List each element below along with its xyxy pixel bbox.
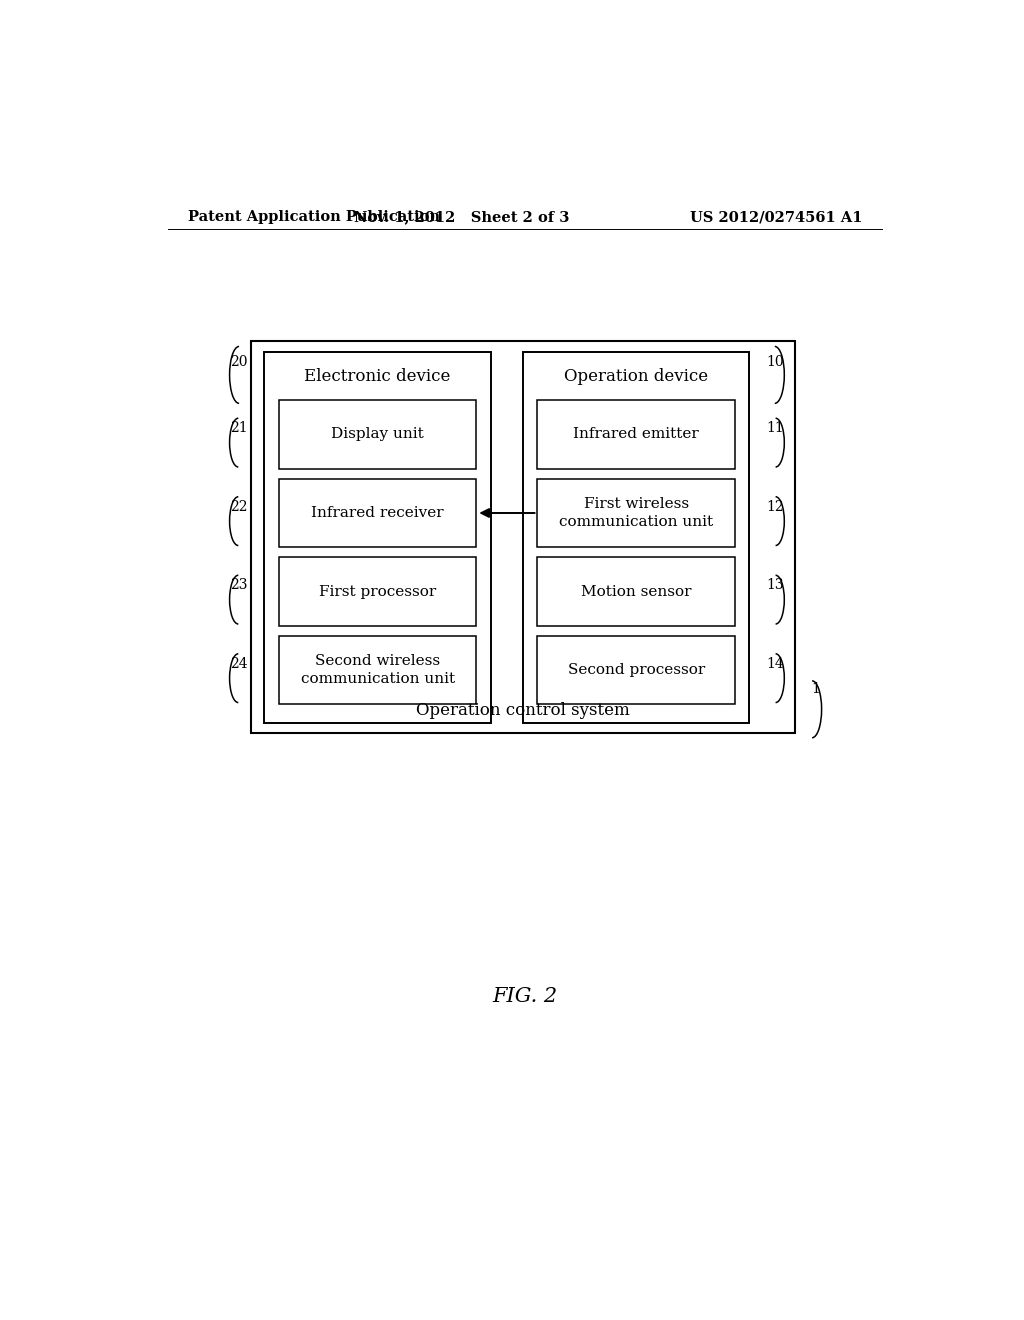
Bar bbox=[523, 351, 750, 722]
Bar bbox=[251, 342, 795, 733]
Bar bbox=[538, 636, 735, 704]
Text: 13: 13 bbox=[766, 578, 783, 593]
Bar bbox=[538, 400, 735, 469]
Text: 24: 24 bbox=[230, 657, 248, 671]
Text: Nov. 1, 2012   Sheet 2 of 3: Nov. 1, 2012 Sheet 2 of 3 bbox=[353, 210, 569, 224]
Text: 10: 10 bbox=[766, 355, 783, 368]
Bar bbox=[279, 400, 476, 469]
Text: Display unit: Display unit bbox=[331, 428, 424, 441]
Text: US 2012/0274561 A1: US 2012/0274561 A1 bbox=[689, 210, 862, 224]
Bar bbox=[279, 479, 476, 548]
Text: First processor: First processor bbox=[318, 585, 436, 598]
Text: 22: 22 bbox=[230, 500, 248, 513]
Bar bbox=[279, 557, 476, 626]
Text: Motion sensor: Motion sensor bbox=[581, 585, 691, 598]
Text: 21: 21 bbox=[230, 421, 248, 436]
Text: Second wireless
communication unit: Second wireless communication unit bbox=[300, 655, 455, 685]
Text: Electronic device: Electronic device bbox=[304, 368, 451, 384]
Text: 11: 11 bbox=[766, 421, 783, 436]
Text: Infrared receiver: Infrared receiver bbox=[311, 506, 443, 520]
Text: 20: 20 bbox=[230, 355, 248, 368]
Bar bbox=[538, 479, 735, 548]
Text: FIG. 2: FIG. 2 bbox=[493, 987, 557, 1006]
Bar bbox=[538, 557, 735, 626]
Text: 14: 14 bbox=[766, 657, 783, 671]
Text: First wireless
communication unit: First wireless communication unit bbox=[559, 498, 714, 528]
Bar bbox=[279, 636, 476, 704]
Text: Operation control system: Operation control system bbox=[416, 702, 630, 719]
Text: 12: 12 bbox=[766, 500, 783, 513]
Text: Second processor: Second processor bbox=[567, 663, 705, 677]
Bar bbox=[264, 351, 490, 722]
Text: 1: 1 bbox=[811, 682, 819, 696]
Text: Patent Application Publication: Patent Application Publication bbox=[187, 210, 439, 224]
Text: Operation device: Operation device bbox=[564, 368, 709, 384]
Text: Infrared emitter: Infrared emitter bbox=[573, 428, 699, 441]
Text: 23: 23 bbox=[230, 578, 248, 593]
